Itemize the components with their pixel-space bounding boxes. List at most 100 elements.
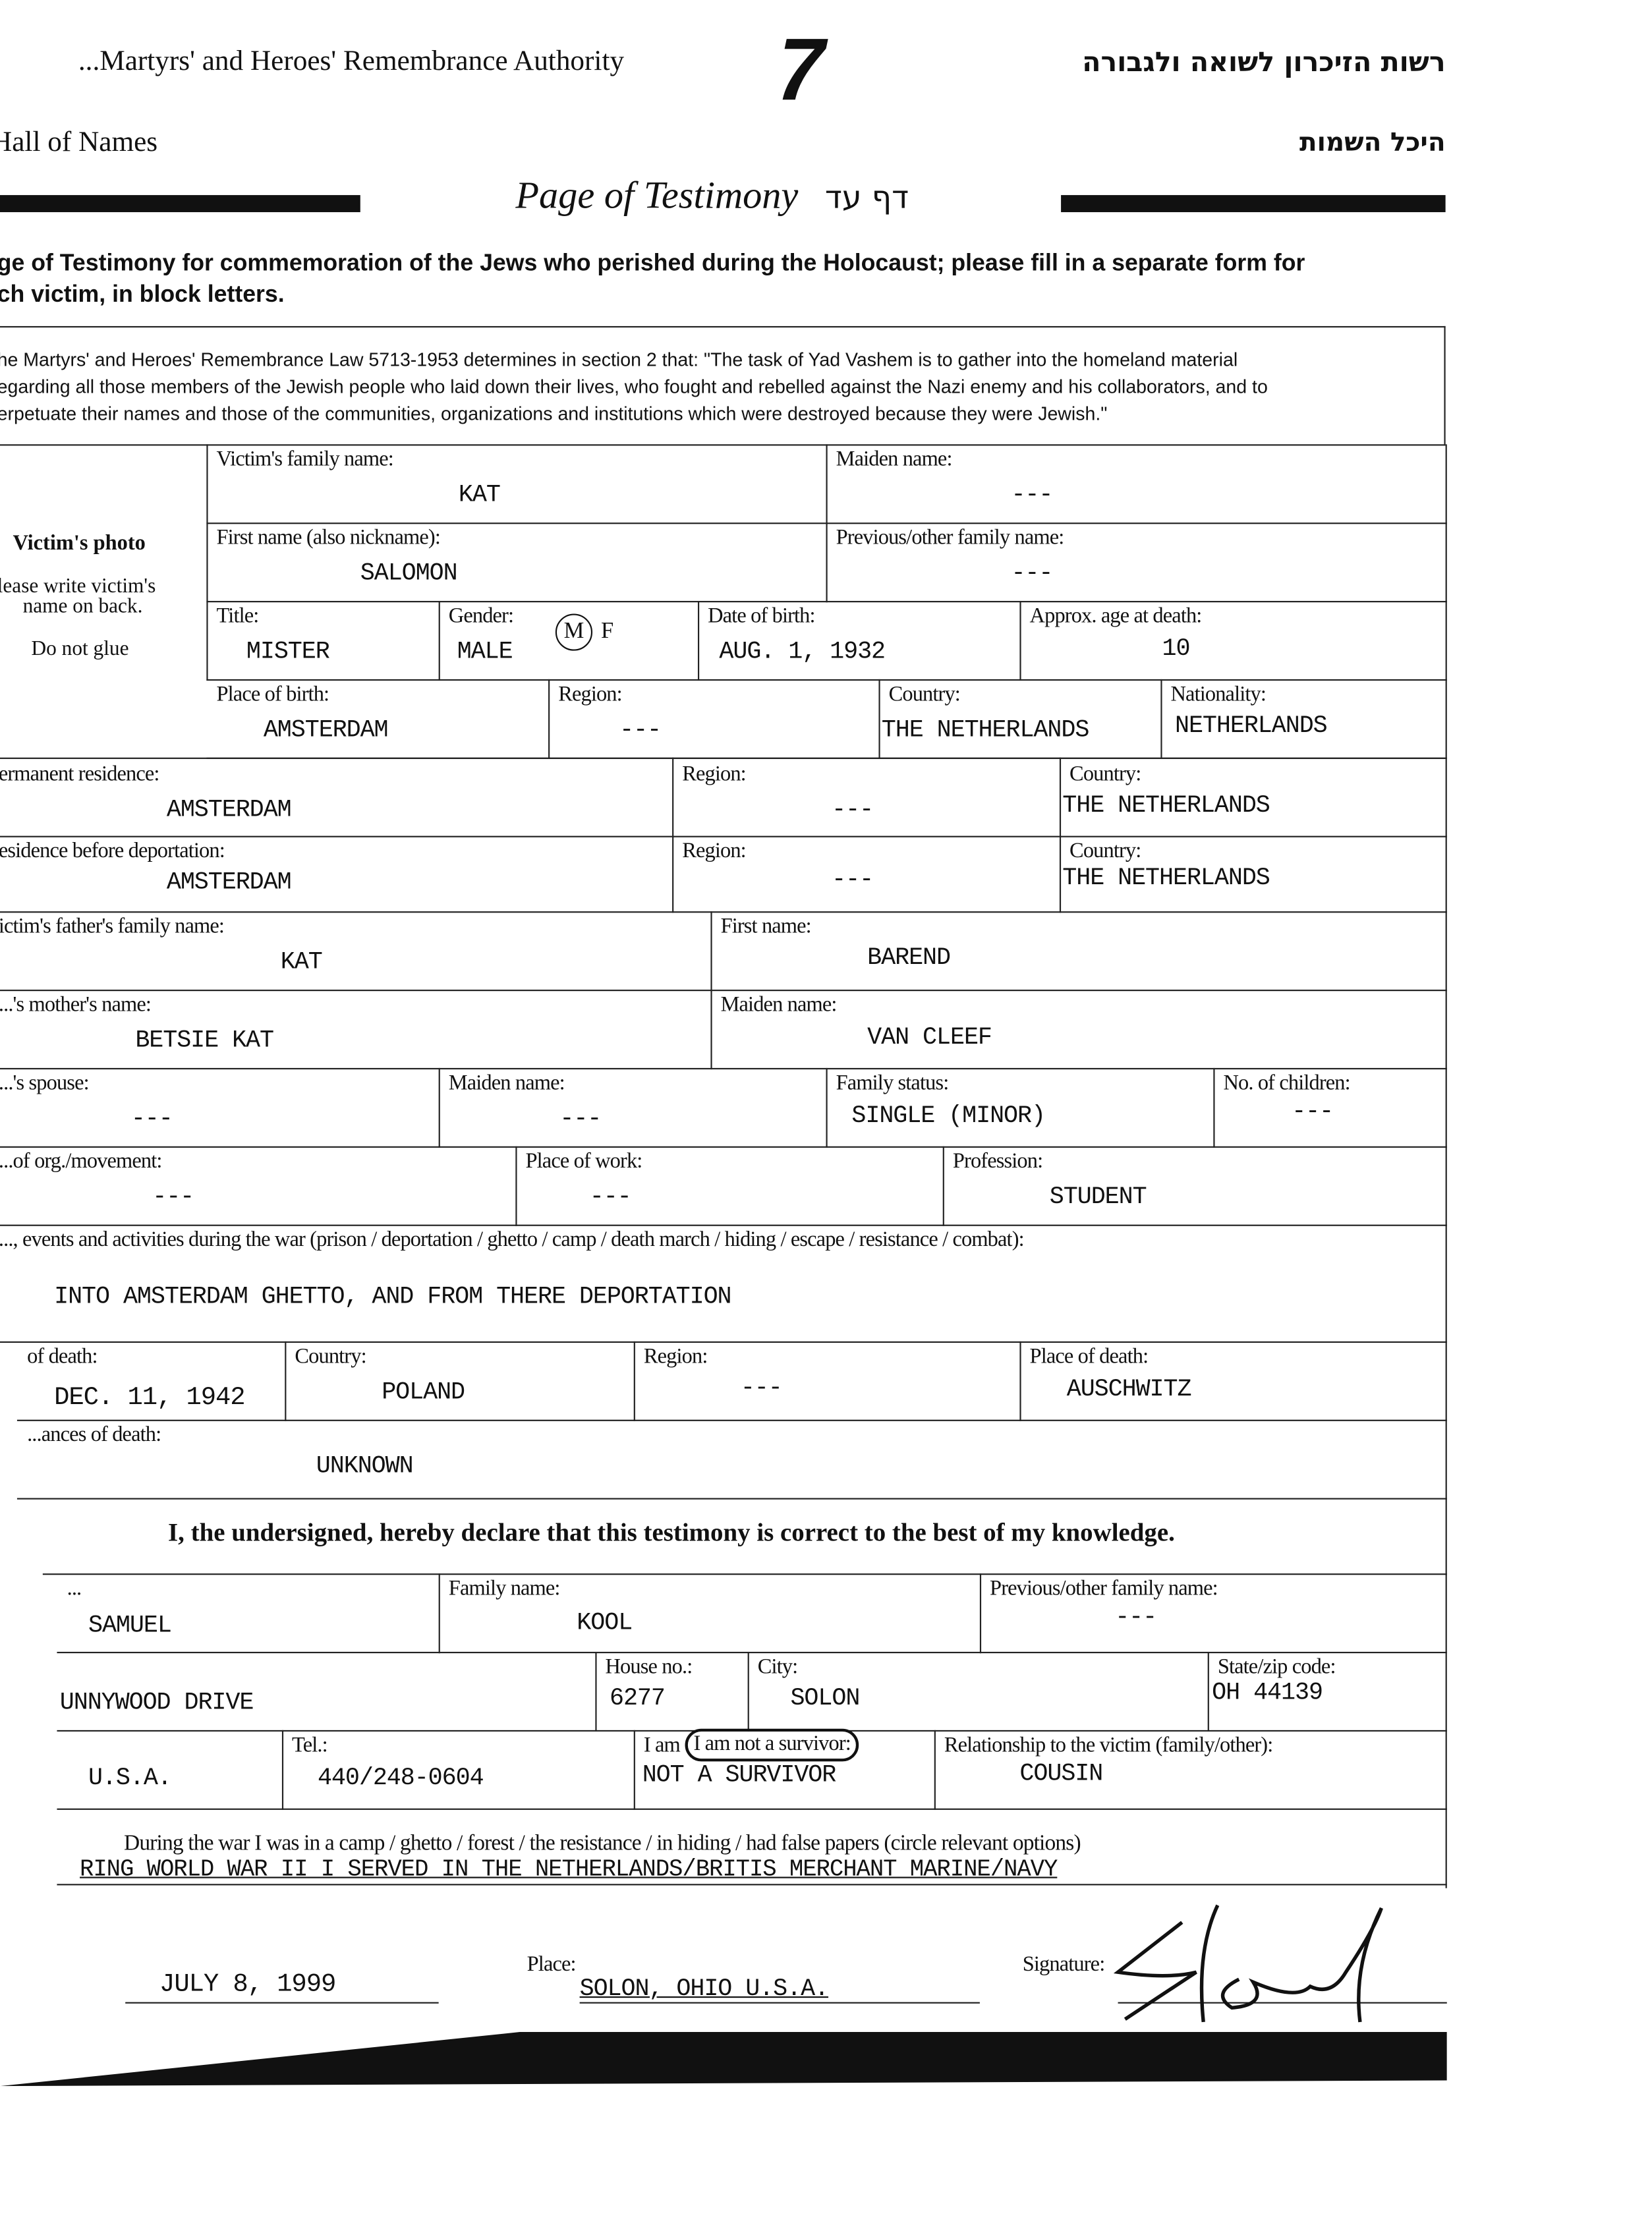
field-family-name[interactable]: Victim's family name: KAT (206, 444, 828, 524)
field-place-of-birth[interactable]: Place of birth: AMSTERDAM (206, 679, 550, 759)
field-house-number[interactable]: House no.: 6277 (595, 1651, 749, 1732)
label: During the war I was in a camp / ghetto … (124, 1831, 1081, 1856)
org-name-he: רשות הזיכרון לשואה ולגבורה (1082, 47, 1446, 78)
field-permanent-region[interactable]: Region: --- (672, 757, 1062, 837)
law-text-3: erpetuate their names and those of the c… (0, 403, 1108, 425)
field-wartime-events[interactable]: ..., events and activities during the wa… (0, 1224, 1447, 1343)
field-city[interactable]: City: SOLON (747, 1651, 1209, 1732)
label: Country: (888, 683, 961, 706)
value: BAREND (867, 945, 951, 973)
value: STUDENT (1049, 1185, 1147, 1212)
value: KOOL (577, 1610, 633, 1638)
field-residence-before-deportation[interactable]: esidence before deportation: AMSTERDAM (0, 835, 674, 913)
value: INTO AMSTERDAM GHETTO, AND FROM THERE DE… (54, 1284, 731, 1312)
field-permanent-residence[interactable]: ermanent residence: AMSTERDAM (0, 757, 674, 837)
label: Tel.: (292, 1734, 328, 1757)
field-wartime-experience[interactable]: During the war I was in a camp / ghetto … (57, 1808, 1447, 1888)
value: --- (832, 867, 874, 895)
field-org-movement[interactable]: ...of org./movement: --- (0, 1146, 517, 1226)
field-nationality[interactable]: Nationality: NETHERLANDS (1160, 679, 1447, 759)
field-date-of-birth[interactable]: Date of birth: AUG. 1, 1932 (697, 601, 1021, 681)
value: RING WORLD WAR II I SERVED IN THE NETHER… (80, 1855, 1058, 1883)
value: --- (589, 1185, 632, 1212)
label: First name (also nickname): (216, 526, 441, 550)
header-bar-left (0, 195, 360, 213)
field-state-zip[interactable]: State/zip code: OH 44139 (1207, 1651, 1447, 1732)
value: THE NETHERLANDS (1062, 793, 1270, 820)
field-father-first-name[interactable]: First name: BAREND (710, 911, 1447, 992)
gender-option-f[interactable]: F (601, 619, 614, 644)
field-spouse-maiden[interactable]: Maiden name: --- (438, 1067, 828, 1148)
field-submitter-country[interactable]: U.S.A. (57, 1730, 284, 1810)
field-telephone[interactable]: Tel.: 440/248-0604 (281, 1730, 635, 1810)
value: OH 44139 (1212, 1680, 1323, 1708)
value: THE NETHERLANDS (881, 718, 1090, 745)
field-mother-maiden-name[interactable]: Maiden name: VAN CLEEF (710, 990, 1447, 1070)
label: esidence before deportation: (0, 840, 225, 863)
field-submitter-family-name[interactable]: Family name: KOOL (438, 1573, 982, 1654)
label: Country: (1069, 763, 1141, 786)
label: Previous/other family name: (990, 1577, 1218, 1601)
gender-option-m[interactable]: M (555, 613, 593, 651)
field-before-country[interactable]: Country: THE NETHERLANDS (1059, 835, 1447, 913)
value: --- (152, 1185, 194, 1212)
field-birth-region[interactable]: Region: --- (548, 679, 880, 759)
signature-place[interactable]: SOLON, OHIO U.S.A. (579, 1976, 830, 2004)
value: 10 (1162, 636, 1191, 664)
value: POLAND (382, 1380, 465, 1407)
field-place-of-death[interactable]: Place of death: AUSCHWITZ (1019, 1341, 1447, 1421)
label: ...'s mother's name: (0, 994, 152, 1017)
field-submitter-street[interactable]: UNNYWOOD DRIVE (57, 1651, 597, 1732)
field-survivor-status[interactable]: I am I am not a survivor: NOT A SURVIVOR (633, 1728, 936, 1810)
field-previous-name[interactable]: Previous/other family name: --- (826, 522, 1447, 603)
value: THE NETHERLANDS (1062, 866, 1270, 893)
field-first-name[interactable]: First name (also nickname): SALOMON (206, 522, 828, 603)
label: Gender: (448, 605, 514, 629)
field-birth-country[interactable]: Country: THE NETHERLANDS (878, 679, 1162, 759)
field-father-family-name[interactable]: ictim's father's family name: KAT (0, 911, 712, 992)
value: AMSTERDAM (166, 797, 292, 825)
photo-title: Victim's photo (13, 532, 146, 555)
field-relationship[interactable]: Relationship to the victim (family/other… (934, 1730, 1447, 1810)
label: Nationality: (1170, 683, 1267, 706)
field-spouse[interactable]: ...'s spouse: --- (0, 1067, 440, 1148)
field-number-of-children[interactable]: No. of children: --- (1213, 1067, 1447, 1148)
label: ...of org./movement: (0, 1150, 162, 1173)
value: U.S.A. (88, 1765, 172, 1793)
field-circumstances-of-death[interactable]: ...ances of death: UNKNOWN (16, 1419, 1447, 1500)
field-family-status[interactable]: Family status: SINGLE (MINOR) (826, 1067, 1215, 1148)
law-text-2: egarding all those members of the Jewish… (0, 376, 1268, 397)
value: KAT (280, 949, 323, 977)
field-permanent-country[interactable]: Country: THE NETHERLANDS (1059, 757, 1447, 837)
field-submitter-previous-name[interactable]: Previous/other family name: --- (979, 1573, 1447, 1654)
value: --- (130, 1106, 173, 1134)
label: Title: (216, 605, 260, 629)
signature-date[interactable]: JULY 8, 1999 (159, 1971, 336, 2000)
survivor-option-circled[interactable]: I am not a survivor: (685, 1728, 859, 1762)
label: Maiden name: (836, 448, 953, 472)
label: City: (757, 1656, 798, 1679)
label: Place of birth: (216, 683, 330, 706)
field-before-region[interactable]: Region: --- (672, 835, 1062, 913)
field-gender[interactable]: Gender: MALE M F (438, 601, 700, 681)
field-submitter-first-name[interactable]: ... SAMUEL (57, 1573, 440, 1654)
label: Place of death: (1029, 1345, 1149, 1368)
field-maiden-name[interactable]: Maiden name: --- (826, 444, 1447, 524)
label: Region: (682, 763, 746, 786)
field-death-region[interactable]: Region: --- (633, 1341, 1021, 1421)
value: --- (832, 797, 874, 825)
field-mother-name[interactable]: ...'s mother's name: BETSIE KAT (0, 990, 712, 1070)
field-profession[interactable]: Profession: STUDENT (942, 1146, 1447, 1226)
photo-note: Do not glue (31, 638, 129, 661)
label: Country: (295, 1345, 366, 1368)
field-title[interactable]: Title: MISTER (206, 601, 440, 681)
law-text-1: he Martyrs' and Heroes' Remembrance Law … (0, 349, 1238, 370)
field-death-country[interactable]: Country: POLAND (285, 1341, 635, 1421)
field-age-at-death[interactable]: Approx. age at death: 10 (1019, 601, 1447, 681)
signature-line (1118, 2002, 1447, 2004)
value: DEC. 11, 1942 (54, 1384, 246, 1413)
field-date-of-death[interactable]: of death: DEC. 11, 1942 (16, 1341, 287, 1421)
field-place-of-work[interactable]: Place of work: --- (515, 1146, 944, 1226)
label: Region: (682, 840, 746, 863)
photo-note: lease write victim's (0, 575, 156, 598)
